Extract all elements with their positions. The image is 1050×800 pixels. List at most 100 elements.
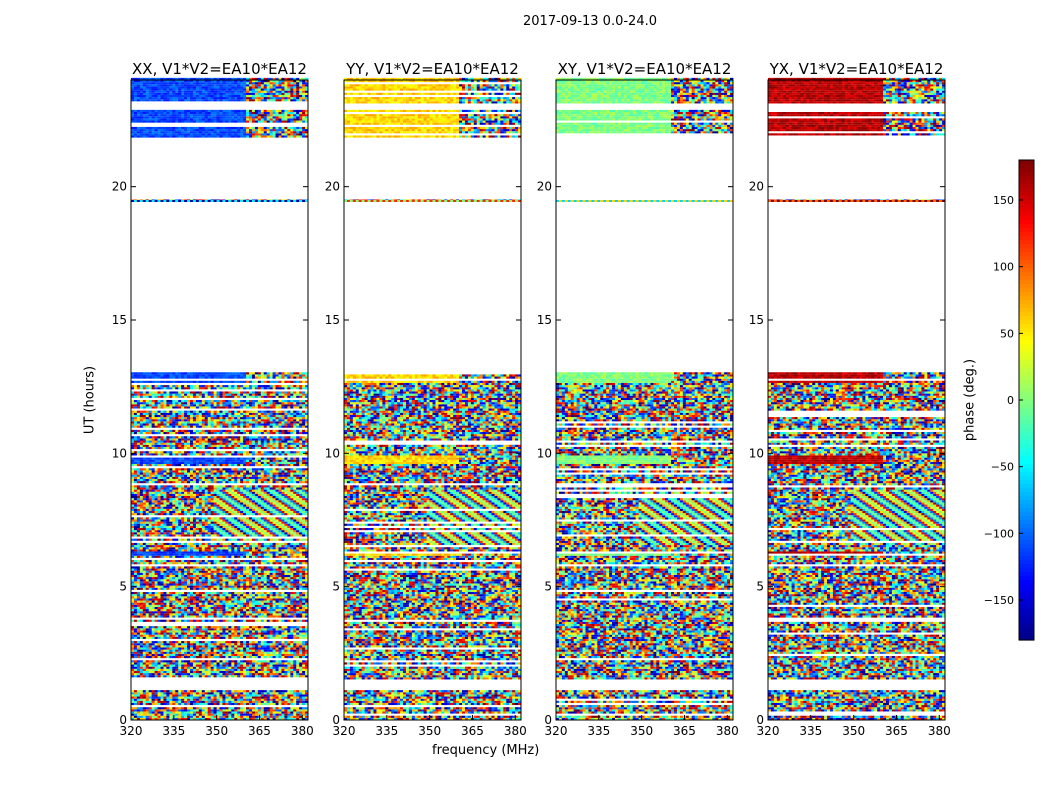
heatmap-cell: [196, 699, 199, 701]
heatmap-cell: [163, 709, 166, 711]
heatmap-cell: [169, 701, 172, 703]
heatmap-cell: [281, 701, 284, 703]
heatmap-cell: [255, 692, 258, 694]
heatmap-cell: [281, 709, 284, 711]
heatmap-cell: [273, 694, 276, 696]
heatmap-cell: [134, 690, 137, 692]
heatmap-cell: [211, 714, 214, 716]
heatmap-cell: [290, 697, 293, 699]
heatmap-cell: [166, 673, 169, 675]
heatmap-cell: [240, 711, 243, 713]
heatmap-cell: [163, 703, 166, 705]
heatmap-cell: [152, 711, 155, 713]
heatmap-cell: [175, 692, 178, 694]
heatmap-cell: [134, 692, 137, 694]
heatmap-cell: [190, 701, 193, 703]
heatmap-cell: [169, 709, 172, 711]
heatmap-cell: [161, 675, 164, 677]
heatmap-cell: [155, 690, 158, 692]
heatmap-cell: [161, 694, 164, 696]
heatmap-cell: [161, 692, 164, 694]
heatmap-cell: [172, 675, 175, 677]
heatmap-cell: [243, 692, 246, 694]
heatmap-cell: [246, 690, 249, 692]
heatmap-cell: [246, 701, 249, 703]
heatmap-cell: [155, 697, 158, 699]
heatmap-cell: [252, 699, 255, 701]
heatmap-cell: [222, 709, 225, 711]
heatmap-cell: [258, 699, 261, 701]
heatmap-cell: [276, 690, 279, 692]
heatmap-cell: [190, 690, 193, 692]
heatmap-cell: [166, 694, 169, 696]
heatmap-cell: [140, 716, 143, 718]
heatmap-cell: [134, 673, 137, 675]
heatmap-cell: [175, 703, 178, 705]
heatmap-cell: [231, 699, 234, 701]
heatmap-cell: [193, 675, 196, 677]
heatmap-cell: [252, 714, 255, 716]
heatmap-cell: [240, 701, 243, 703]
heatmap-cell: [184, 716, 187, 718]
heatmap-cell: [205, 692, 208, 694]
heatmap-cell: [152, 675, 155, 677]
heatmap-cell: [296, 709, 299, 711]
heatmap-cell: [237, 690, 240, 692]
heatmap-cell: [302, 692, 305, 694]
heatmap-cell: [143, 692, 146, 694]
heatmap-cell: [178, 673, 181, 675]
heatmap-cell: [240, 699, 243, 701]
heatmap-cell: [146, 707, 149, 709]
heatmap-cell: [228, 697, 231, 699]
heatmap-cell: [146, 709, 149, 711]
heatmap-cell: [237, 699, 240, 701]
heatmap-cell: [217, 699, 220, 701]
heatmap-cell: [140, 692, 143, 694]
heatmap-cell: [202, 714, 205, 716]
heatmap-cell: [258, 707, 261, 709]
heatmap-cell: [293, 703, 296, 705]
heatmap-cell: [299, 701, 302, 703]
heatmap-cell: [163, 697, 166, 699]
heatmap-cell: [155, 714, 158, 716]
heatmap-cell: [178, 690, 181, 692]
heatmap-cell: [255, 709, 258, 711]
heatmap-cell: [293, 711, 296, 713]
heatmap-cell: [199, 697, 202, 699]
heatmap-cell: [290, 716, 293, 718]
heatmap-cell: [281, 697, 284, 699]
heatmap-cell: [237, 692, 240, 694]
heatmap-cell: [270, 692, 273, 694]
heatmap-cell: [137, 703, 140, 705]
heatmap-cell: [187, 711, 190, 713]
heatmap-cell: [231, 690, 234, 692]
heatmap-cell: [134, 711, 137, 713]
heatmap-cell: [273, 716, 276, 718]
heatmap-cell: [190, 692, 193, 694]
heatmap-cell: [172, 699, 175, 701]
heatmap-cell: [131, 703, 134, 705]
heatmap-cell: [202, 716, 205, 718]
heatmap-cell: [255, 694, 258, 696]
heatmap-cell: [181, 699, 184, 701]
heatmap-cell: [231, 675, 234, 677]
heatmap-cell: [287, 675, 290, 677]
heatmap-cell: [175, 701, 178, 703]
heatmap-cell: [231, 711, 234, 713]
heatmap-cell: [261, 716, 264, 718]
heatmap-cell: [276, 711, 279, 713]
heatmap-cell: [264, 692, 267, 694]
heatmap-cell: [246, 675, 249, 677]
heatmap-cell: [202, 694, 205, 696]
heatmap-cell: [193, 697, 196, 699]
heatmap-cell: [161, 697, 164, 699]
heatmap-cell: [187, 694, 190, 696]
heatmap-cell: [152, 692, 155, 694]
heatmap-cell: [279, 716, 282, 718]
heatmap-cell: [202, 709, 205, 711]
heatmap-cell: [276, 701, 279, 703]
heatmap-cell: [287, 714, 290, 716]
heatmap-cell: [202, 703, 205, 705]
heatmap-cell: [281, 711, 284, 713]
heatmap-cell: [163, 699, 166, 701]
